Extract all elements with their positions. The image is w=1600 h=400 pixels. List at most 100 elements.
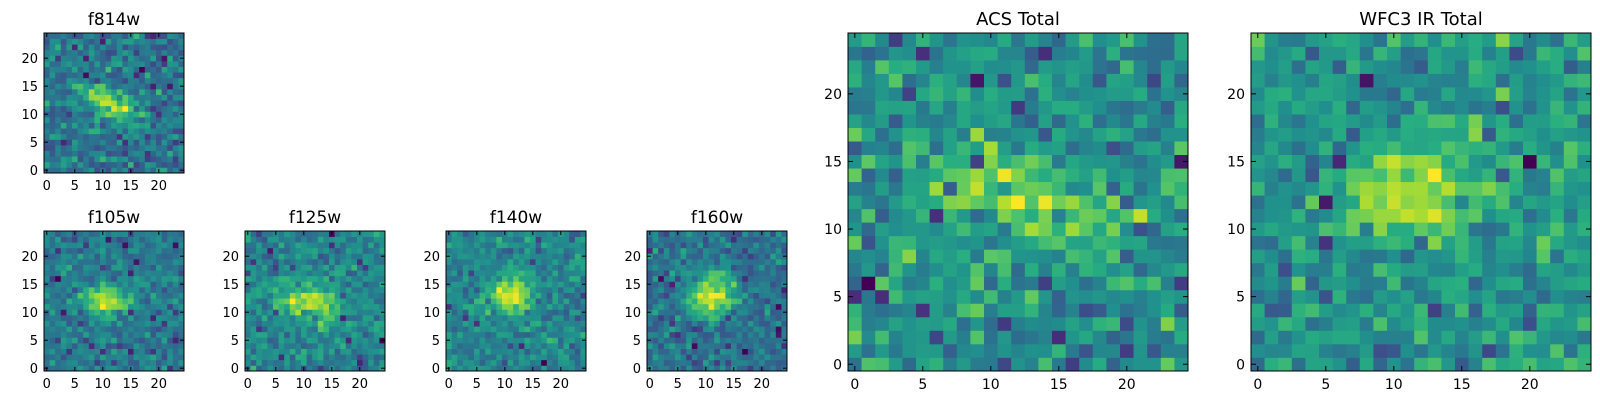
heatmap-cell (1550, 316, 1565, 331)
heatmap-cell (1577, 87, 1592, 101)
heatmap-cell (1400, 262, 1415, 277)
heatmap-cell (340, 365, 347, 372)
heatmap-cell (691, 309, 698, 316)
heatmap-cell (725, 303, 732, 310)
heatmap-cell (1120, 154, 1134, 169)
heatmap-cell (1251, 276, 1265, 291)
heatmap-cell (167, 242, 174, 249)
heatmap-cell (267, 231, 274, 237)
heatmap-cell (1387, 330, 1401, 345)
heatmap-cell (513, 253, 520, 260)
heatmap-cell (502, 326, 508, 333)
heatmap-cell (150, 359, 157, 366)
heatmap-cell (1011, 249, 1026, 264)
heatmap-cell (1147, 141, 1162, 156)
heatmap-cell (563, 287, 570, 293)
heatmap-cell (323, 298, 330, 305)
heatmap-cell (997, 60, 1012, 74)
heatmap-cell (753, 247, 760, 254)
heatmap-cell (77, 100, 84, 107)
heatmap-cell (94, 287, 101, 293)
heatmap-cell (83, 281, 90, 288)
heatmap-cell (747, 343, 754, 349)
heatmap-cell (1482, 195, 1497, 210)
heatmap-cell (1550, 60, 1565, 74)
heatmap-cell (563, 259, 570, 265)
heatmap-cell (284, 337, 291, 344)
heatmap-cell (133, 133, 140, 140)
y-tick-label: 0 (231, 362, 239, 377)
heatmap-cell (468, 365, 475, 372)
heatmap-cell (861, 33, 876, 47)
heatmap-cell (457, 275, 464, 282)
heatmap-cell (1482, 357, 1497, 372)
heatmap-cell (289, 275, 296, 282)
heatmap-cell (462, 348, 469, 355)
heatmap-cell (1400, 316, 1415, 331)
heatmap-cell (929, 330, 944, 345)
heatmap-cell (161, 253, 168, 260)
heatmap-cell (1011, 87, 1026, 101)
heatmap-cell (697, 270, 704, 277)
heatmap-cell (373, 275, 380, 282)
heatmap-cell (55, 343, 62, 349)
heatmap-cell (875, 289, 890, 304)
heatmap-cell (66, 38, 73, 45)
heatmap-cell (178, 298, 185, 305)
heatmap-cell (94, 309, 101, 316)
heatmap-cell (563, 253, 570, 260)
heatmap-cell (49, 66, 56, 73)
heatmap-cell (1441, 46, 1456, 61)
heatmap-cell (245, 354, 251, 361)
heatmap-cell (66, 145, 73, 151)
heatmap-cell (680, 348, 687, 355)
heatmap-cell (1509, 316, 1524, 331)
heatmap-cell (351, 236, 358, 243)
heatmap-cell (675, 287, 681, 293)
heatmap-cell (1305, 127, 1320, 142)
heatmap-cell (446, 315, 452, 321)
heatmap-cell (167, 236, 174, 243)
heatmap-cell (1482, 100, 1497, 115)
heatmap-cell (1079, 127, 1094, 142)
heatmap-cell (1305, 343, 1320, 358)
heatmap-cell (518, 326, 525, 333)
heatmap-cell (66, 128, 73, 135)
heatmap-cell (1359, 249, 1374, 264)
heatmap-cell (44, 320, 50, 327)
heatmap-cell (351, 331, 358, 338)
heatmap-cell (468, 359, 475, 366)
heatmap-cell (861, 249, 876, 264)
heatmap-cell (669, 259, 676, 265)
heatmap-cell (1160, 316, 1175, 331)
heatmap-cell (446, 326, 452, 333)
panel-title: f125w (289, 208, 341, 228)
heatmap-cell (83, 326, 90, 333)
heatmap-cell (888, 141, 903, 156)
heatmap-cell (161, 337, 168, 344)
heatmap-cell (764, 275, 771, 282)
heatmap-cell (156, 38, 162, 45)
heatmap-cell (351, 315, 358, 321)
heatmap-cell (984, 235, 998, 250)
heatmap-cell (652, 287, 659, 293)
heatmap-cell (686, 343, 693, 349)
heatmap-cell (675, 320, 681, 327)
heatmap-cell (1414, 114, 1429, 128)
heatmap-cell (340, 259, 347, 265)
heatmap-cell (714, 270, 721, 277)
heatmap-cell (172, 236, 179, 243)
heatmap-cell (77, 139, 84, 146)
heatmap-cell (1065, 303, 1080, 318)
heatmap-cell (1291, 262, 1306, 277)
heatmap-cell (669, 303, 676, 310)
heatmap-cell (161, 122, 168, 129)
heatmap-cell (161, 247, 168, 254)
heatmap-cell (1147, 60, 1162, 74)
heatmap-cell (1427, 276, 1442, 291)
heatmap-cell (569, 315, 576, 321)
heatmap-cell (1024, 33, 1039, 47)
heatmap-cell (669, 298, 676, 305)
heatmap-cell (552, 315, 559, 321)
heatmap-cell (719, 281, 726, 288)
